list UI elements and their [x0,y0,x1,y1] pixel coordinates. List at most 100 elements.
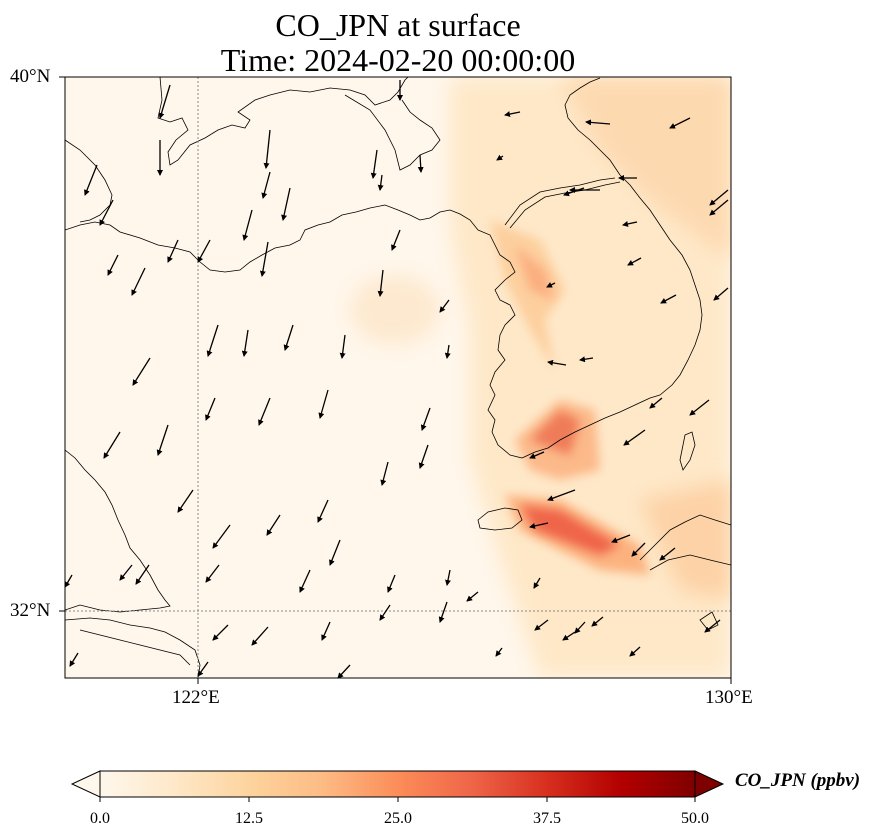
wind-arrow [562,631,576,641]
wind-arrow [611,534,631,543]
wind-arrow [131,267,146,296]
coast-korea-south [521,394,661,459]
wind-arrow [177,489,194,513]
wind-arrow [417,154,424,173]
coast-china-east [65,449,171,613]
wind-arrow [158,84,171,119]
wind-arrow [261,171,271,199]
wind-arrow [329,539,341,566]
coast-kyushu [639,514,731,561]
wind-arrow [337,664,351,679]
wind-arrow [380,461,389,486]
wind-arrow [318,389,329,419]
wind-arrow [534,619,549,631]
field-kyushu [640,480,731,600]
wind-arrow [119,564,133,581]
wind-arrow [339,334,346,359]
concentration-field [65,77,731,678]
field-southcoast-hotspot [530,410,580,455]
colorbar-tick-label: 37.5 [533,810,561,827]
wind-arrow [241,329,249,357]
wind-arrow [420,407,431,431]
colorbar-extend-max [694,770,725,798]
wind-arrow [547,489,576,502]
wind-arrow [669,117,691,129]
wind-arrow [439,299,450,313]
wind-arrow [167,239,179,263]
coast-bohai-north [157,77,409,166]
wind-arrow [579,356,594,363]
colorbar-body [100,771,695,797]
wind-arrow [649,397,663,409]
field-seoul-hotspot [515,245,555,300]
colorbar-tick-label: 12.5 [235,810,263,827]
wind-arrow [495,647,503,657]
wind-arrow [546,282,556,288]
wind-arrow [704,619,721,633]
lat-label-32n: 32°N [10,600,51,621]
wind-arrow [266,514,281,536]
coast-kyushu-south [649,554,731,571]
map-title: CO_JPN at surface [275,7,521,43]
wind-arrow [197,239,211,263]
wind-arrow [591,616,604,627]
wind-arrow [496,154,504,161]
colorbar-tick-label: 0.0 [90,810,110,827]
coast-shandong [65,204,479,273]
lat-label-40n: 40°N [10,66,51,87]
wind-arrow [529,522,549,529]
colorbar-extend-min [70,770,101,798]
wind-arrow [205,397,216,421]
wind-arrow [212,524,231,549]
colorbar-label: CO_JPN (ppbv) [735,770,861,791]
wind-arrow [391,229,401,251]
wind-arrow [135,564,150,585]
wind-arrow [377,269,384,297]
wind-arrow [259,241,269,277]
wind-arrow [387,574,396,593]
wind-arrow [197,661,209,677]
field-korea-westcoast [490,220,565,370]
wind-arrow [321,621,331,641]
coast-yangtze-south [79,629,191,666]
coast-korea-west [477,229,523,459]
wind-arrow [660,294,677,304]
wind-arrow [547,359,567,366]
wind-arrow [263,129,271,169]
wind-arrow [529,451,545,459]
wind-arrow [418,444,429,469]
axis-ticks [59,76,732,684]
wind-arrow [103,431,121,459]
wind-arrow [445,569,451,586]
wind-arrow [283,324,294,351]
wind-arrow [631,542,646,557]
wind-arrow [132,357,151,386]
wind-arrow [379,604,391,621]
wind-arrows [64,80,729,679]
lon-label-122e: 122°E [172,687,220,708]
colorbar-tick-label: 25.0 [384,810,412,827]
wind-arrow [258,397,271,426]
wind-arrow [242,209,253,241]
map-frame [64,76,732,679]
wind-arrow [629,646,641,657]
wind-arrow [370,149,378,179]
wind-arrow [709,189,729,206]
colorbar-tick-label: 50.0 [681,810,709,827]
coast-korea-east [619,174,703,396]
border-dmz [504,177,616,226]
wind-arrow [299,569,311,593]
wind-arrow [156,424,169,456]
wind-arrow [689,399,710,416]
wind-arrow [212,624,229,641]
lon-label-130e: 130°E [705,687,753,708]
wind-arrow [205,564,220,583]
wind-arrow [438,601,448,623]
coast-north-korea-east [564,77,621,176]
wind-arrow [206,324,219,357]
wind-arrow [99,199,114,226]
wind-arrow [574,621,586,634]
gridlines [65,77,731,678]
wind-arrow [69,652,79,667]
wind-arrow [444,344,451,359]
